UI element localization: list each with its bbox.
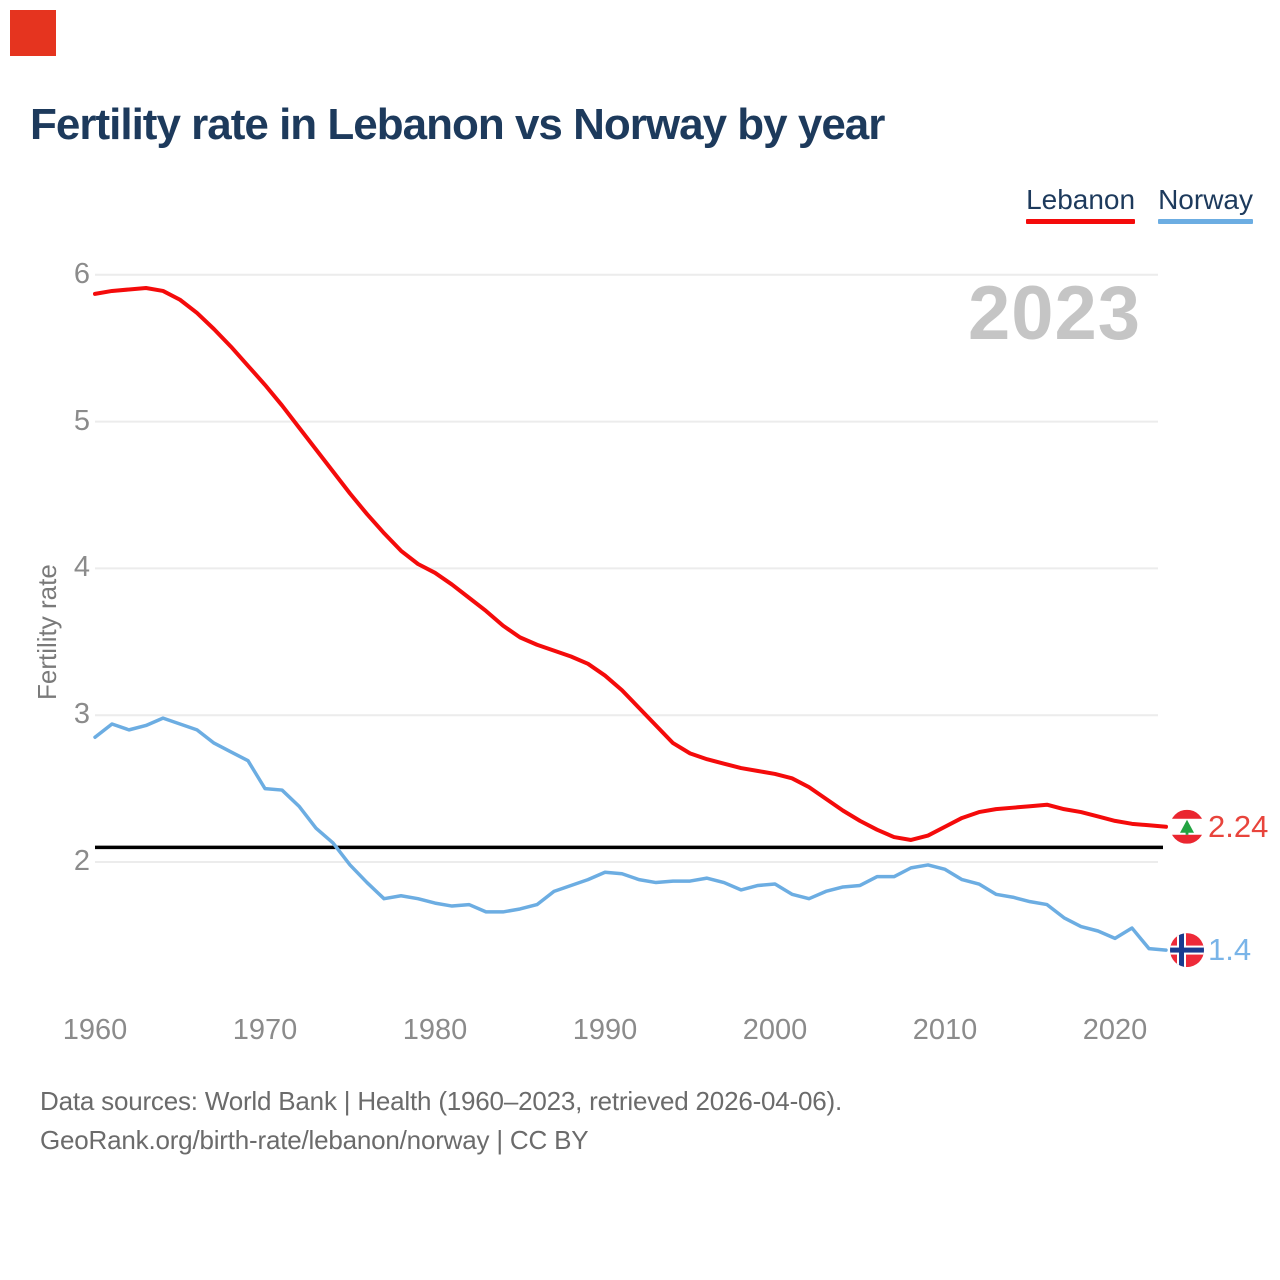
lebanon-flag-icon: [1170, 809, 1204, 844]
legend-label-norway: Norway: [1158, 184, 1253, 215]
norway-flag-icon: [1170, 933, 1204, 968]
x-tick-label: 2010: [912, 1014, 978, 1046]
x-tick-label: 2000: [742, 1014, 808, 1046]
red-square-marker: [10, 10, 56, 56]
y-tick-label: 2: [73, 845, 90, 877]
lebanon-end-value: 2.24: [1208, 808, 1269, 844]
page-title: Fertility rate in Lebanon vs Norway by y…: [30, 100, 885, 149]
legend-underline-lebanon: [1026, 218, 1136, 224]
y-tick-label: 3: [73, 698, 90, 731]
gridlines: [95, 273, 1158, 863]
footer: Data sources: World Bank | Health (1960–…: [40, 1082, 842, 1160]
lebanon-line: [93, 286, 1168, 842]
legend-underline-norway: [1158, 218, 1253, 224]
y-tick-label: 5: [73, 404, 90, 437]
y-tick-label: 4: [73, 551, 90, 584]
norway-line: [93, 716, 1168, 952]
y-tick-label: 6: [73, 257, 90, 290]
y-axis-title: Fertility rate: [32, 564, 62, 700]
x-tick-label: 1970: [232, 1014, 298, 1046]
legend: Lebanon Norway: [1026, 184, 1253, 224]
footer-url-line: GeoRank.org/birth-rate/lebanon/norway | …: [40, 1125, 589, 1155]
x-tick-label: 1990: [572, 1014, 638, 1046]
legend-label-lebanon: Lebanon: [1026, 184, 1136, 215]
legend-item-norway[interactable]: Norway: [1158, 184, 1253, 224]
x-tick-label: 2020: [1082, 1014, 1148, 1046]
x-tick-label: 1980: [402, 1014, 468, 1046]
legend-item-lebanon[interactable]: Lebanon: [1026, 184, 1136, 224]
watermark-year: 2023: [968, 271, 1142, 356]
x-tick-label: 1960: [62, 1014, 128, 1046]
footer-source-line: Data sources: World Bank | Health (1960–…: [40, 1086, 843, 1116]
norway-end-value: 1.4: [1208, 932, 1252, 968]
